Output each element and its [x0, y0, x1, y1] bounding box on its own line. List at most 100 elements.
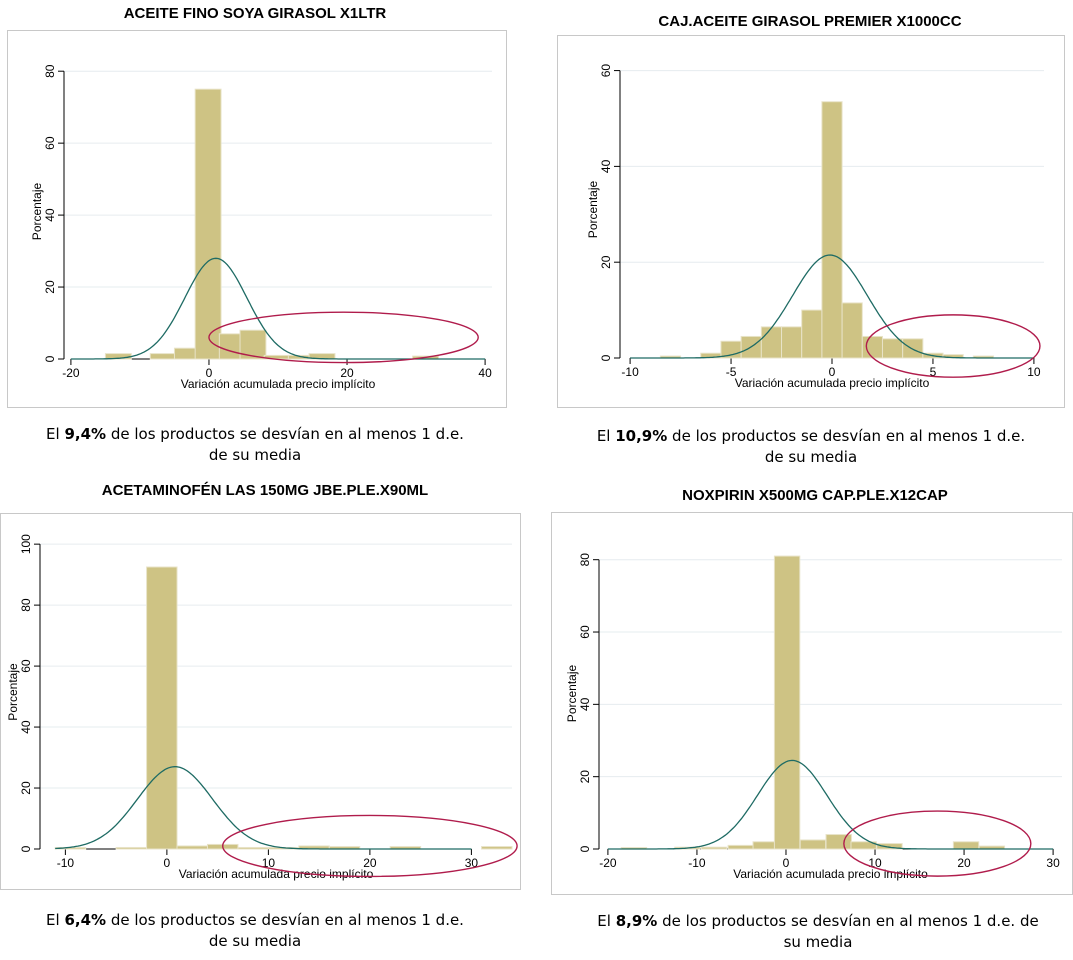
y-tick-label: 60	[43, 136, 57, 150]
caption-percent: 6,4%	[64, 911, 107, 929]
chart-caption-2: El 10,9% de los productos se desvían en …	[557, 426, 1065, 468]
x-axis-title: Variación acumulada precio implícito	[733, 867, 928, 881]
y-axis-title: Porcentaje	[565, 664, 579, 722]
x-tick-label: 20	[340, 366, 354, 380]
histogram-bar	[237, 846, 269, 850]
y-tick-label: 20	[43, 280, 57, 294]
caption-rest-1: de los productos se desvían en al menos …	[106, 911, 464, 929]
tail-highlight-ellipse	[208, 311, 479, 364]
histogram-bar	[176, 845, 208, 850]
tail-highlight-ellipse	[865, 314, 1041, 378]
caption-rest-1: de los productos se desvían en al menos …	[106, 425, 464, 443]
y-tick-label: 20	[599, 255, 613, 269]
caption-percent: 10,9%	[615, 427, 668, 445]
histogram-bar	[773, 555, 801, 850]
histogram-bar	[861, 335, 883, 359]
caption-pre: El	[596, 427, 616, 445]
histogram-bar	[902, 338, 924, 359]
y-tick-label: 60	[599, 64, 613, 78]
chart-caption-3: El 6,4% de los productos se desvían en a…	[5, 910, 505, 952]
x-tick-label: 0	[783, 856, 790, 870]
x-tick-label: -20	[62, 366, 80, 380]
caption-pre: El	[46, 425, 65, 443]
y-axis-title: Porcentaje	[586, 180, 600, 238]
caption-pre: El	[46, 911, 65, 929]
normal-density-curve	[630, 254, 1034, 359]
caption-rest-1: de los productos se desvían en al menos …	[657, 912, 1039, 930]
y-tick-label: 40	[43, 208, 57, 222]
histogram-bar	[799, 839, 827, 850]
x-tick-label: 5	[930, 365, 937, 379]
tail-highlight-ellipse	[843, 810, 1032, 877]
chart-caption-1: El 9,4% de los productos se desvían en a…	[5, 424, 505, 466]
y-tick-label: 0	[599, 354, 613, 361]
x-tick-label: 30	[465, 856, 479, 870]
x-tick-label: 0	[164, 856, 171, 870]
x-tick-label: 40	[478, 366, 492, 380]
y-tick-label: 20	[19, 781, 33, 795]
histogram-bar	[881, 338, 904, 359]
caption-rest-2: de su media	[208, 446, 302, 464]
histogram-bar	[821, 101, 843, 359]
chart-title-2: CAJ.ACEITE GIRASOL PREMIER X1000CC	[658, 13, 962, 30]
caption-percent: 9,4%	[64, 425, 107, 443]
chart-title-1: ACEITE FINO SOYA GIRASOL X1LTR	[123, 5, 387, 22]
y-tick-label: 0	[578, 845, 592, 852]
x-axis-title: Variación acumulada precio implícito	[181, 377, 376, 391]
histogram-bar	[841, 302, 863, 359]
y-tick-label: 60	[19, 659, 33, 673]
x-tick-label: 10	[1027, 365, 1041, 379]
x-tick-label: 20	[363, 856, 377, 870]
x-tick-label: 30	[1046, 856, 1060, 870]
y-axis-title: Porcentaje	[30, 182, 44, 240]
caption-rest-2: de su media	[764, 448, 858, 466]
histogram-bar	[727, 844, 754, 850]
chart-panel-2: 0 20 40 60 -10 -5 0 5 10 Variación acumulada prec…	[557, 35, 1065, 408]
y-tick-label: 0	[19, 845, 33, 852]
tail-highlight-ellipse	[222, 814, 518, 878]
y-tick-label: 40	[578, 697, 592, 711]
y-tick-label: 80	[43, 64, 57, 78]
histogram-bar	[760, 326, 783, 359]
y-tick-label: 80	[578, 553, 592, 567]
caption-rest-1: de los productos se desvían en al menos …	[667, 427, 1026, 445]
x-tick-label: -10	[688, 856, 706, 870]
chart-panel-3: 0 20 40 60 80 100 -10 0 10 20 30 Variación acumulad…	[0, 513, 521, 890]
y-tick-label: 0	[43, 355, 57, 362]
x-axis-title: Variación acumulada precio implícito	[735, 376, 930, 390]
x-axis-title: Variación acumulada precio implícito	[179, 867, 374, 881]
histogram-bar	[952, 841, 980, 850]
caption-rest-2: de su media	[208, 932, 302, 950]
chart-title-4: NOXPIRIN X500MG CAP.PLE.X12CAP	[682, 487, 948, 504]
y-tick-label: 20	[578, 770, 592, 784]
histogram-bar	[149, 353, 177, 360]
x-tick-label: 20	[957, 856, 971, 870]
chart-caption-4: El 8,9% de los productos se desvían en a…	[563, 911, 1073, 953]
caption-percent: 8,9%	[615, 912, 658, 930]
histogram-bar	[146, 566, 178, 850]
histogram-bar	[700, 846, 728, 850]
x-tick-label: 0	[206, 366, 213, 380]
y-tick-label: 100	[19, 534, 33, 554]
x-tick-label: -10	[621, 365, 639, 379]
normal-density-curve	[70, 257, 486, 360]
chart-svg-1: 0 20 40 60 80 -20 0 20 40 Variación acumulada pre…	[30, 64, 492, 391]
histogram-bar	[115, 846, 148, 850]
histogram-bar	[481, 846, 513, 850]
chart-svg-2: 0 20 40 60 -10 -5 0 5 10 Variación acumulada prec…	[586, 64, 1044, 390]
caption-pre: El	[597, 912, 616, 930]
x-tick-label: 10	[262, 856, 276, 870]
caption-rest-2: su media	[783, 933, 853, 951]
y-tick-label: 80	[19, 598, 33, 612]
histogram-bar	[781, 326, 803, 359]
x-tick-label: -20	[599, 856, 617, 870]
x-tick-label: 0	[829, 365, 836, 379]
y-tick-label: 40	[19, 720, 33, 734]
chart-panel-4: 0 20 40 60 80 -20 -10 0 10 20 30 Variación acumulad…	[551, 512, 1073, 895]
chart-panel-1: 0 20 40 60 80 -20 0 20 40 Variación acumulada pre…	[7, 30, 507, 408]
x-tick-label: -5	[726, 365, 737, 379]
histogram-bar	[825, 834, 852, 850]
chart-title-3: ACETAMINOFÉN LAS 150MG JBE.PLE.X90ML	[101, 482, 429, 499]
histogram-bar	[801, 309, 823, 359]
